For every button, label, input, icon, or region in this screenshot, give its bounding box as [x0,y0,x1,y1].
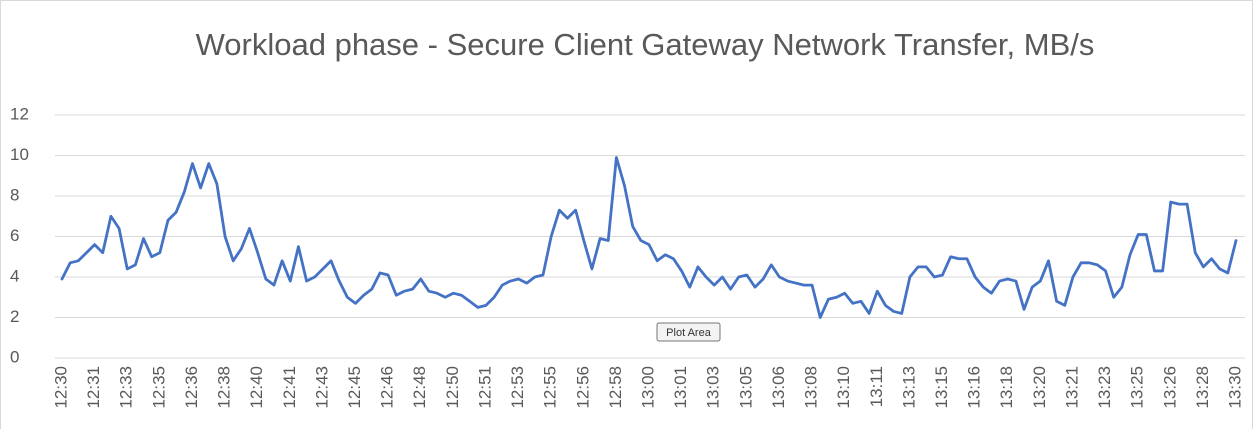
x-tick-label: 13:20 [1030,366,1049,409]
tooltip-box [656,322,721,342]
data-line [60,156,1238,319]
y-tick-label: 8 [10,185,19,204]
y-tick-label: 10 [10,145,29,164]
x-tick-label: 12:51 [475,366,494,409]
x-tick-label: 13:03 [704,366,723,409]
x-tick-label: 13:26 [1160,366,1179,409]
x-tick-label: 13:10 [834,366,853,409]
x-tick-label: 12:56 [573,366,592,409]
x-tick-label: 12:35 [149,366,168,409]
x-tick-label: 12:58 [606,366,625,409]
y-tick-label: 0 [10,347,19,366]
y-tick-label: 6 [10,226,19,245]
x-tick-label: 13:05 [736,366,755,409]
x-tick-label: 12:43 [312,366,331,409]
x-tick-label: 13:23 [1095,366,1114,409]
x-tick-label: 13:13 [899,366,918,409]
x-tick-label: 13:25 [1128,366,1147,409]
x-tick-label: 13:00 [638,366,657,409]
y-tick-label: 2 [10,307,19,326]
plot-area-tooltip: Plot Area [656,322,721,342]
x-tick-label: 12:48 [410,366,429,409]
x-tick-label: 13:16 [965,366,984,409]
x-tick-label: 12:50 [443,366,462,409]
x-tick-label: 12:40 [247,366,266,409]
x-tick-label: 13:28 [1193,366,1212,409]
x-tick-label: 12:33 [117,366,136,409]
x-tick-label: 12:45 [345,366,364,409]
x-tick-label: 13:11 [867,366,886,407]
x-tick-label: 13:08 [802,366,821,409]
x-tick-label: 13:30 [1225,366,1244,409]
chart-title: Workload phase - Secure Client Gateway N… [196,27,1095,62]
x-tick-label: 12:38 [215,366,234,409]
tooltip-text: Plot Area [666,327,712,339]
x-tick-label: 13:21 [1062,366,1081,409]
x-tick-label: 13:01 [671,366,690,409]
x-tick-label: 12:53 [508,366,527,409]
x-tick-label: 12:30 [51,366,70,409]
y-tick-label: 12 [10,104,29,123]
y-tick-label: 4 [10,266,19,285]
x-tick-label: 12:36 [182,366,201,409]
x-tick-label: 13:06 [769,366,788,409]
x-tick-label: 12:46 [378,366,397,409]
x-tick-label: 12:55 [541,366,560,409]
x-tick-label: 13:18 [997,366,1016,409]
x-tick-label: 12:31 [84,366,103,409]
x-tick-label: 13:15 [932,366,951,409]
x-tick-label: 12:41 [280,366,299,409]
